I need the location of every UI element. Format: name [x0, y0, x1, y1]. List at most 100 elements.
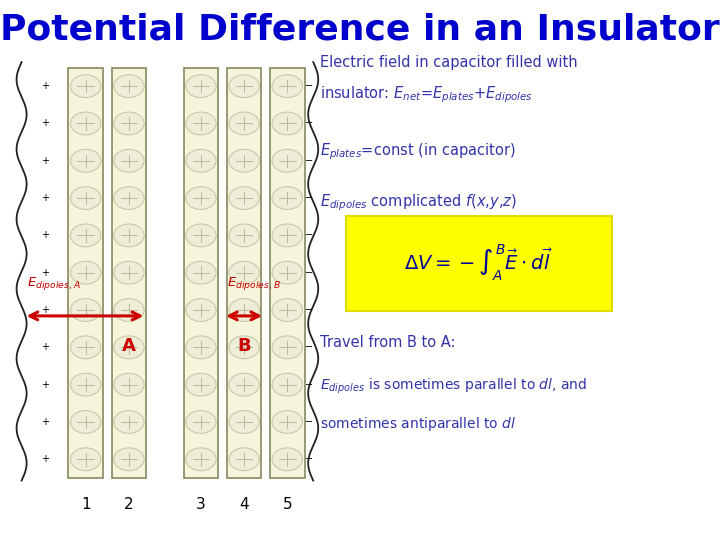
- Circle shape: [186, 224, 216, 247]
- Circle shape: [229, 336, 259, 359]
- Text: +: +: [41, 380, 49, 390]
- Circle shape: [71, 224, 101, 247]
- Circle shape: [71, 112, 101, 135]
- Text: −: −: [305, 231, 313, 240]
- Circle shape: [71, 299, 101, 321]
- Circle shape: [114, 448, 144, 471]
- Circle shape: [272, 410, 302, 433]
- Circle shape: [272, 299, 302, 321]
- Circle shape: [71, 187, 101, 210]
- Text: A: A: [122, 336, 136, 355]
- Text: +: +: [41, 118, 49, 129]
- Text: +: +: [41, 342, 49, 352]
- Text: −: −: [305, 118, 313, 129]
- Text: 2: 2: [124, 497, 134, 512]
- Text: +: +: [41, 156, 49, 166]
- Circle shape: [229, 448, 259, 471]
- Text: −: −: [305, 454, 313, 464]
- Text: +: +: [41, 454, 49, 464]
- Circle shape: [71, 150, 101, 172]
- Text: −: −: [305, 193, 313, 203]
- Text: −: −: [305, 156, 313, 166]
- Text: 3: 3: [196, 497, 206, 512]
- Circle shape: [71, 336, 101, 359]
- Text: −: −: [305, 417, 313, 427]
- Circle shape: [272, 224, 302, 247]
- Text: +: +: [41, 305, 49, 315]
- Circle shape: [272, 336, 302, 359]
- Text: +: +: [41, 193, 49, 203]
- Circle shape: [114, 187, 144, 210]
- Circle shape: [272, 261, 302, 284]
- Text: insulator: $\mathit{E}_{net}$=$\mathit{E}_{plates}$+$\mathit{E}_{dipoles}$: insulator: $\mathit{E}_{net}$=$\mathit{E…: [320, 84, 534, 105]
- Circle shape: [186, 187, 216, 210]
- Circle shape: [229, 410, 259, 433]
- Circle shape: [114, 112, 144, 135]
- Text: B: B: [238, 336, 251, 355]
- Circle shape: [186, 410, 216, 433]
- Text: 5: 5: [282, 497, 292, 512]
- Text: +: +: [41, 81, 49, 91]
- Circle shape: [186, 448, 216, 471]
- Text: 4: 4: [239, 497, 249, 512]
- Circle shape: [186, 336, 216, 359]
- Circle shape: [229, 224, 259, 247]
- Circle shape: [71, 410, 101, 433]
- Text: $\mathit{E}_{dipoles}$ complicated $\mathit{f}$($\mathit{x}$,$\mathit{y}$,$\math: $\mathit{E}_{dipoles}$ complicated $\mat…: [320, 192, 517, 213]
- Circle shape: [229, 299, 259, 321]
- Circle shape: [114, 373, 144, 396]
- Circle shape: [272, 75, 302, 98]
- Circle shape: [114, 261, 144, 284]
- FancyBboxPatch shape: [346, 216, 612, 310]
- Circle shape: [186, 299, 216, 321]
- Circle shape: [114, 410, 144, 433]
- Circle shape: [272, 373, 302, 396]
- Circle shape: [229, 261, 259, 284]
- Circle shape: [186, 75, 216, 98]
- Circle shape: [71, 75, 101, 98]
- Circle shape: [186, 373, 216, 396]
- Circle shape: [71, 448, 101, 471]
- Circle shape: [229, 150, 259, 172]
- Bar: [68, 68, 103, 478]
- Circle shape: [114, 75, 144, 98]
- Text: Travel from B to A:: Travel from B to A:: [320, 335, 456, 350]
- Circle shape: [186, 261, 216, 284]
- Text: −: −: [305, 268, 313, 278]
- Circle shape: [114, 224, 144, 247]
- Circle shape: [229, 75, 259, 98]
- Text: $E_{dipoles,B}$: $E_{dipoles,B}$: [227, 275, 281, 292]
- Text: +: +: [41, 231, 49, 240]
- Circle shape: [186, 112, 216, 135]
- Text: sometimes antiparallel to $\mathit{dl}$: sometimes antiparallel to $\mathit{dl}$: [320, 415, 517, 433]
- Circle shape: [71, 373, 101, 396]
- Circle shape: [114, 299, 144, 321]
- Text: +: +: [41, 417, 49, 427]
- Text: $\mathit{E}_{dipoles}$ is sometimes parallel to $\mathit{dl}$, and: $\mathit{E}_{dipoles}$ is sometimes para…: [320, 376, 588, 396]
- Text: −: −: [305, 380, 313, 390]
- Text: Electric field in capacitor filled with: Electric field in capacitor filled with: [320, 55, 578, 70]
- Circle shape: [229, 112, 259, 135]
- Circle shape: [114, 336, 144, 359]
- Circle shape: [272, 448, 302, 471]
- Circle shape: [272, 187, 302, 210]
- Bar: [112, 68, 146, 478]
- Text: +: +: [41, 268, 49, 278]
- Bar: [270, 68, 305, 478]
- Circle shape: [229, 373, 259, 396]
- Text: $E_{dipoles,A}$: $E_{dipoles,A}$: [27, 275, 81, 292]
- Circle shape: [229, 187, 259, 210]
- Text: −: −: [305, 305, 313, 315]
- Text: −: −: [305, 81, 313, 91]
- Text: 1: 1: [81, 497, 91, 512]
- Text: Potential Difference in an Insulator: Potential Difference in an Insulator: [0, 13, 720, 46]
- Bar: [184, 68, 218, 478]
- Text: −: −: [305, 342, 313, 352]
- Circle shape: [186, 150, 216, 172]
- Circle shape: [272, 150, 302, 172]
- Circle shape: [71, 261, 101, 284]
- Text: $\mathit{E}_{plates}$=const (in capacitor): $\mathit{E}_{plates}$=const (in capacito…: [320, 141, 516, 161]
- Text: $\Delta V = -\int_A^B \vec{E} \cdot d\vec{l}$: $\Delta V = -\int_A^B \vec{E} \cdot d\ve…: [404, 243, 554, 284]
- Circle shape: [272, 112, 302, 135]
- Bar: [227, 68, 261, 478]
